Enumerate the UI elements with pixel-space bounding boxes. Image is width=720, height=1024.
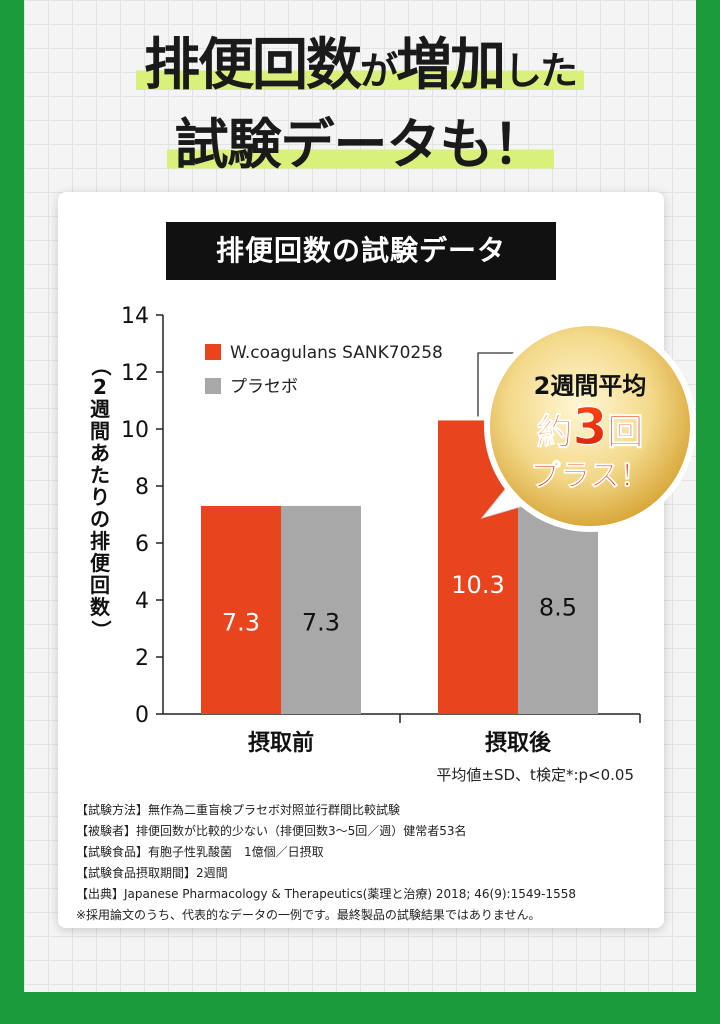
y-axis-label-char: （ bbox=[89, 356, 113, 376]
headline-highlight: 排便回数が増加した bbox=[135, 33, 585, 98]
note-line: 【試験方法】無作為二重盲検プラセボ対照並行群間比較試験 bbox=[76, 803, 401, 817]
study-notes: 【試験方法】無作為二重盲検プラセボ対照並行群間比較試験 【被験者】排便回数が比較… bbox=[76, 800, 666, 926]
callout-line1: 2週間平均 bbox=[534, 372, 647, 400]
x-tick-label: 摂取前 bbox=[248, 730, 314, 756]
headline-part-d: した bbox=[504, 49, 578, 93]
headline-part-c: 増加 bbox=[396, 33, 506, 98]
y-tick-label: 10 bbox=[121, 418, 149, 443]
headline-line1: 排便回数が増加した bbox=[0, 20, 720, 101]
headline-highlight-2: 試験データも！ bbox=[166, 113, 554, 176]
y-tick-label: 6 bbox=[135, 532, 149, 557]
note-line: ※採用論文のうち、代表的なデータの一例です。最終製品の試験結果ではありません。 bbox=[76, 908, 541, 922]
legend-swatch bbox=[205, 378, 221, 394]
chart-legend: W.coagulans SANK70258 プラセボ bbox=[205, 343, 443, 397]
bar-data-label: 10.3 bbox=[451, 571, 504, 599]
bar bbox=[201, 505, 281, 714]
note-line: 【出典】Japanese Pharmacology & Therapeutics… bbox=[76, 887, 576, 901]
callout-line2: 約3回 bbox=[537, 398, 644, 456]
note-line: 【試験食品】有胞子性乳酸菌 1億個／日摂取 bbox=[76, 845, 324, 859]
y-axis-label-char: あ bbox=[90, 441, 110, 465]
y-tick-label: 8 bbox=[135, 475, 149, 500]
y-axis-label-char: 排 bbox=[90, 529, 110, 553]
bar-data-label: 7.3 bbox=[222, 608, 260, 636]
y-axis-label-char: 2 bbox=[93, 375, 107, 399]
y-tick-label: 14 bbox=[121, 304, 149, 329]
bar-data-label: 7.3 bbox=[302, 608, 340, 636]
y-axis-label-char: ） bbox=[89, 620, 113, 640]
callout-line3: プラス！ bbox=[530, 459, 649, 494]
y-axis-label-char: 数 bbox=[90, 595, 111, 619]
note-line: 【被験者】排便回数が比較的少ない（排便回数3～5回／週）健常者53名 bbox=[76, 824, 467, 838]
y-axis-label-char: た bbox=[90, 463, 110, 487]
legend-label: W.coagulans SANK70258 bbox=[230, 343, 443, 363]
y-axis-label-char: の bbox=[90, 507, 110, 531]
bar-data-label: 8.5 bbox=[539, 593, 577, 621]
stat-note: 平均値±SD、t検定*:p<0.05 bbox=[436, 766, 634, 784]
headline-part-b: が bbox=[359, 49, 398, 93]
y-axis-label-char: り bbox=[90, 485, 110, 509]
x-tick-label: 摂取後 bbox=[485, 730, 552, 756]
headline-line2: 試験データも！ bbox=[0, 100, 720, 179]
y-axis-label-char: 間 bbox=[90, 419, 110, 443]
y-tick-label: 4 bbox=[135, 589, 149, 614]
note-line: 【試験食品摂取期間】2週間 bbox=[76, 866, 228, 880]
headline-part-a: 排便回数 bbox=[143, 33, 362, 98]
y-tick-label: 12 bbox=[121, 361, 149, 386]
y-axis-label-char: 回 bbox=[90, 573, 110, 597]
bar bbox=[281, 505, 361, 714]
y-tick-label: 0 bbox=[135, 703, 149, 728]
chart-title: 排便回数の試験データ bbox=[166, 222, 556, 280]
y-axis-label-char: 週 bbox=[90, 397, 110, 421]
legend-label: プラセボ bbox=[230, 377, 298, 397]
y-axis-label-char: 便 bbox=[90, 551, 111, 575]
callout-disc bbox=[490, 326, 690, 526]
y-tick-label: 2 bbox=[135, 646, 149, 671]
legend-swatch bbox=[205, 344, 221, 360]
